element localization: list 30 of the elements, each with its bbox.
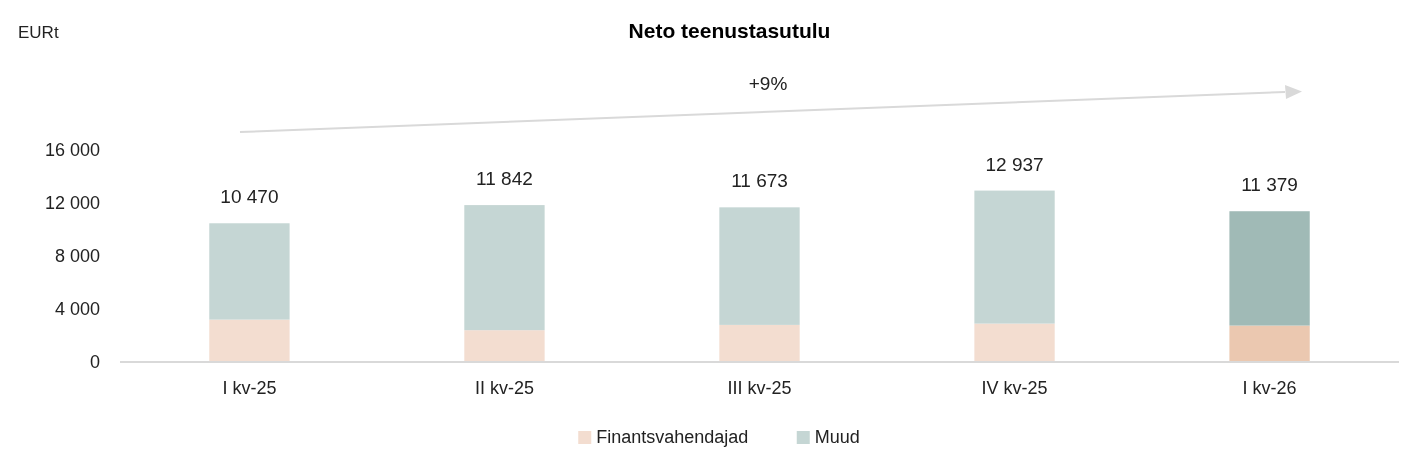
total-label: 12 937: [985, 153, 1044, 175]
bar: [974, 323, 1055, 362]
bar: [209, 319, 290, 362]
bar: [719, 207, 800, 325]
bar: [1229, 325, 1310, 362]
total-label: 11 842: [476, 168, 533, 190]
legend-label: Muud: [814, 427, 860, 448]
bar: [974, 190, 1055, 324]
y-tick-label: 4 000: [54, 299, 100, 320]
text: EURt: [18, 23, 59, 42]
y-tick-label: 16 000: [44, 140, 100, 161]
chart-title: Neto teenustasutulu: [628, 19, 831, 42]
total-label: 11 379: [1241, 174, 1298, 196]
x-tick-label: II kv-25: [474, 378, 534, 398]
y-tick-label: 8 000: [54, 246, 100, 267]
bar: [464, 330, 545, 362]
x-tick-label: IV kv-25: [981, 378, 1048, 398]
x-tick-label: I kv-25: [222, 378, 277, 398]
y-tick-label: 0: [89, 352, 100, 373]
bar: [209, 223, 290, 320]
total-label: 10 470: [220, 186, 279, 208]
x-tick-label: III kv-25: [727, 378, 792, 398]
legend-label: Finantsvahendajad: [596, 427, 749, 448]
total-label: 11 673: [731, 170, 788, 192]
bar: [1229, 211, 1310, 326]
y-tick-label: 12 000: [44, 193, 100, 214]
x-tick-label: I kv-26: [1242, 378, 1297, 398]
text: +9%: [748, 73, 788, 94]
bar: [464, 205, 545, 331]
bar: [719, 324, 800, 362]
